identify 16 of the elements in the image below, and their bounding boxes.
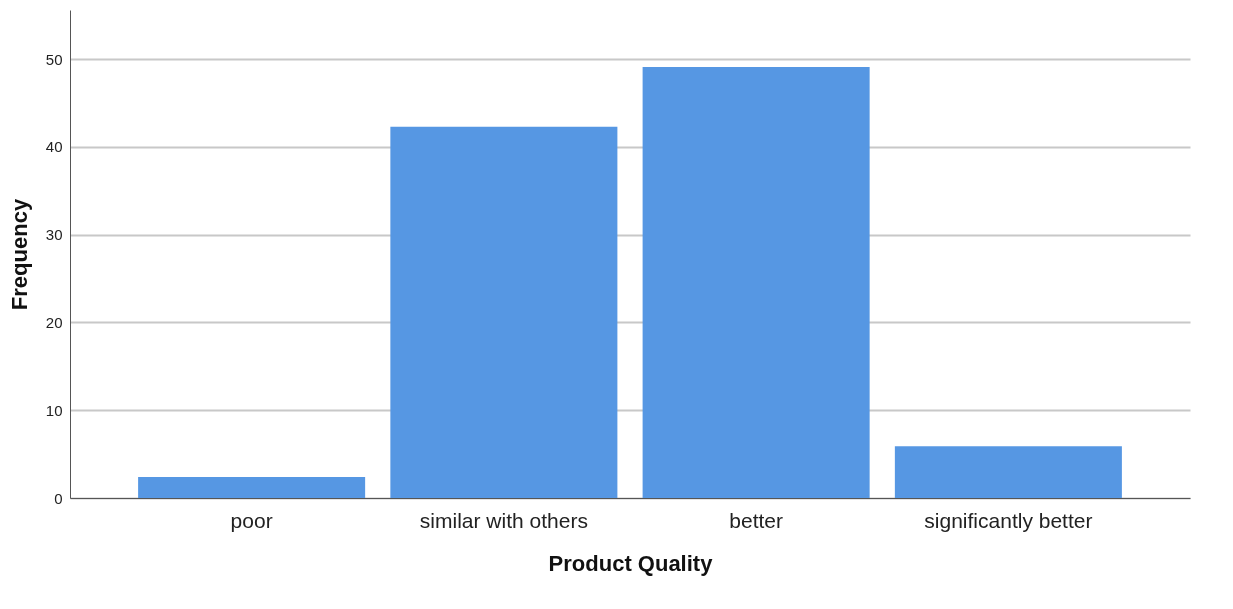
x-axis-title: Product Quality	[548, 550, 714, 576]
bar	[894, 446, 1122, 498]
y-tick-label: 10	[45, 401, 63, 419]
bar	[390, 126, 618, 498]
x-tick-label: similar with others	[419, 508, 588, 532]
y-tick-label: 50	[45, 50, 63, 68]
y-tick-label: 30	[45, 226, 63, 244]
y-tick-label: 20	[45, 313, 63, 331]
x-tick-label: poor	[230, 508, 273, 532]
bar	[138, 476, 366, 498]
y-axis-title: Frequency	[6, 198, 32, 311]
y-tick-label: 40	[45, 138, 63, 156]
x-tick-label: better	[729, 508, 783, 532]
y-tick-label: 0	[54, 489, 63, 507]
bar	[642, 67, 870, 498]
x-tick-label: significantly better	[924, 508, 1093, 532]
